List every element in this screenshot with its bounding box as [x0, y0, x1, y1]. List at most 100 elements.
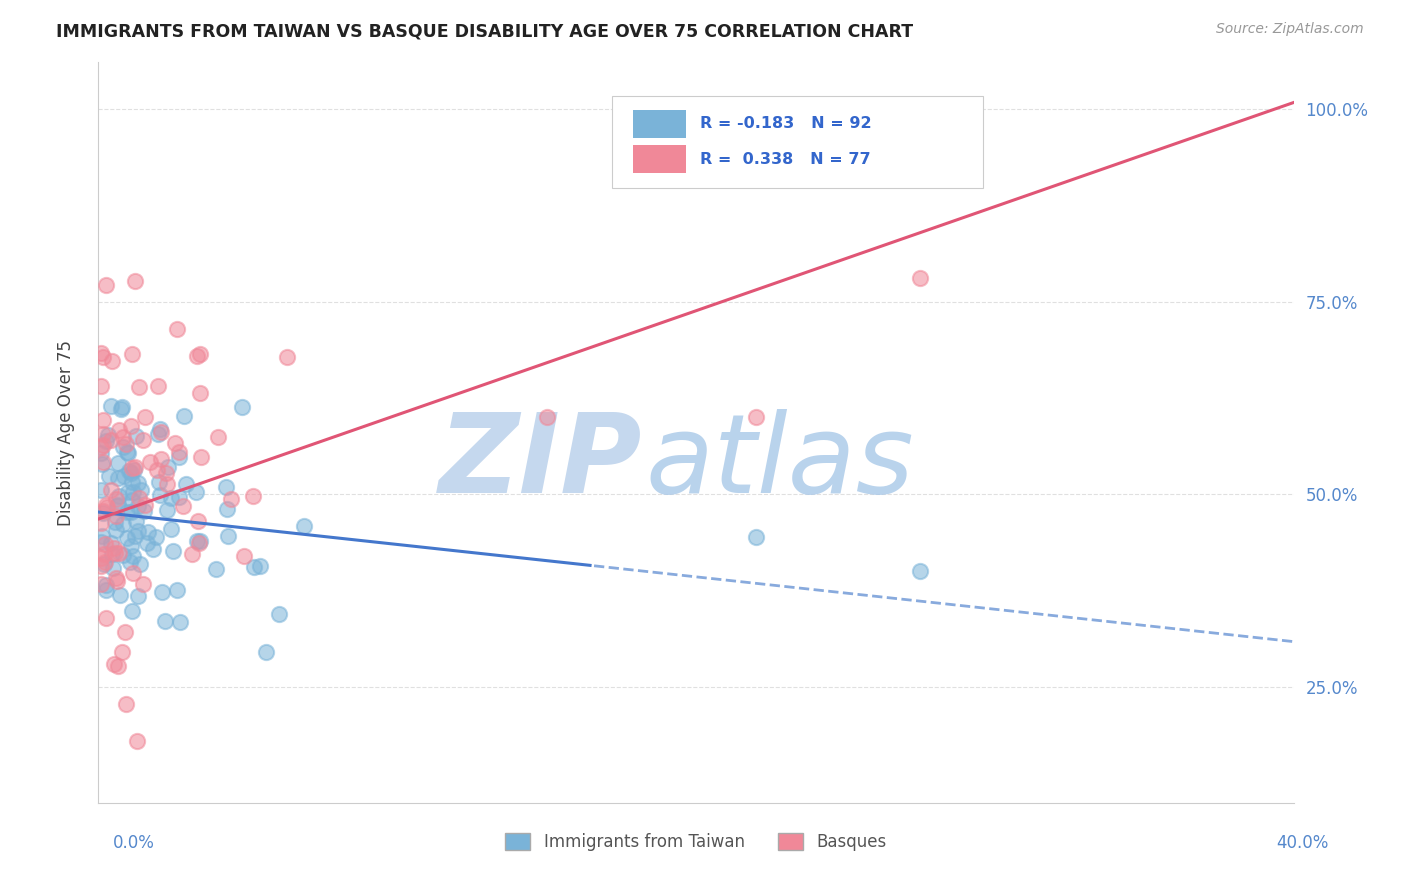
- Point: [96, 434, 118, 448]
- Point: [141, 542, 163, 557]
- Point: [117, 531, 139, 545]
- Point: [117, 485, 139, 500]
- Point: [124, 529, 146, 543]
- Point: [121, 466, 143, 480]
- Point: [745, 530, 768, 544]
- Point: [97, 428, 120, 442]
- Point: [127, 589, 149, 603]
- Text: IMMIGRANTS FROM TAIWAN VS BASQUE DISABILITY AGE OVER 75 CORRELATION CHART: IMMIGRANTS FROM TAIWAN VS BASQUE DISABIL…: [56, 22, 914, 40]
- Point: [132, 577, 155, 591]
- Point: [186, 349, 208, 363]
- Point: [90, 559, 112, 574]
- Point: [101, 547, 124, 561]
- Point: [121, 604, 143, 618]
- Point: [169, 615, 191, 629]
- Point: [145, 530, 167, 544]
- Point: [233, 549, 256, 563]
- Point: [156, 476, 179, 491]
- Point: [292, 519, 315, 533]
- Point: [181, 547, 204, 561]
- Point: [94, 498, 117, 512]
- Point: [91, 506, 114, 520]
- Point: [122, 566, 145, 581]
- Point: [120, 539, 142, 553]
- Point: [135, 536, 157, 550]
- Point: [132, 433, 155, 447]
- Point: [139, 455, 162, 469]
- Point: [276, 350, 298, 364]
- Point: [101, 561, 124, 575]
- Point: [162, 544, 184, 558]
- Text: R = -0.183   N = 92: R = -0.183 N = 92: [700, 116, 872, 130]
- Text: 0.0%: 0.0%: [112, 834, 155, 852]
- Point: [122, 463, 145, 477]
- Point: [103, 657, 125, 672]
- Point: [169, 450, 191, 464]
- Point: [105, 508, 128, 523]
- Point: [107, 489, 129, 503]
- Point: [93, 455, 115, 469]
- Point: [93, 350, 115, 364]
- Point: [104, 515, 127, 529]
- Point: [167, 490, 190, 504]
- Point: [111, 645, 134, 659]
- Point: [93, 547, 115, 561]
- Point: [114, 625, 136, 640]
- Point: [150, 451, 173, 466]
- Point: [160, 523, 183, 537]
- Point: [124, 460, 146, 475]
- Point: [215, 480, 238, 494]
- Point: [129, 483, 152, 497]
- FancyBboxPatch shape: [613, 95, 983, 188]
- Point: [121, 475, 143, 489]
- Point: [166, 322, 188, 336]
- Point: [150, 425, 173, 440]
- Point: [121, 549, 143, 564]
- Point: [188, 536, 211, 550]
- Y-axis label: Disability Age Over 75: Disability Age Over 75: [56, 340, 75, 525]
- Point: [172, 499, 194, 513]
- Point: [188, 386, 211, 401]
- Point: [111, 440, 134, 454]
- Point: [217, 529, 239, 543]
- Point: [91, 457, 114, 471]
- Point: [108, 588, 131, 602]
- Point: [204, 561, 226, 575]
- Point: [110, 402, 132, 417]
- Point: [190, 450, 212, 465]
- Point: [112, 548, 135, 562]
- Point: [117, 446, 139, 460]
- Point: [98, 469, 121, 483]
- Point: [93, 557, 115, 571]
- Point: [115, 505, 138, 519]
- Point: [117, 445, 139, 459]
- Point: [125, 429, 148, 443]
- Point: [173, 409, 195, 423]
- Point: [127, 734, 149, 748]
- Point: [112, 516, 135, 531]
- Point: [90, 378, 112, 392]
- Point: [90, 445, 112, 459]
- Point: [169, 445, 191, 459]
- Point: [166, 582, 188, 597]
- Point: [134, 504, 156, 518]
- Point: [136, 525, 159, 540]
- Point: [100, 400, 122, 414]
- Point: [94, 583, 117, 598]
- Point: [96, 500, 118, 515]
- Point: [149, 487, 172, 501]
- Point: [243, 560, 266, 574]
- Point: [146, 427, 169, 442]
- Point: [107, 498, 129, 512]
- Point: [90, 577, 112, 591]
- Point: [127, 524, 149, 539]
- Point: [163, 435, 186, 450]
- Point: [91, 503, 114, 517]
- Point: [121, 461, 143, 475]
- Text: R =  0.338   N = 77: R = 0.338 N = 77: [700, 152, 870, 167]
- Point: [153, 614, 176, 628]
- Point: [187, 515, 209, 529]
- Point: [107, 456, 129, 470]
- Point: [104, 545, 127, 559]
- Text: ZIP: ZIP: [439, 409, 643, 516]
